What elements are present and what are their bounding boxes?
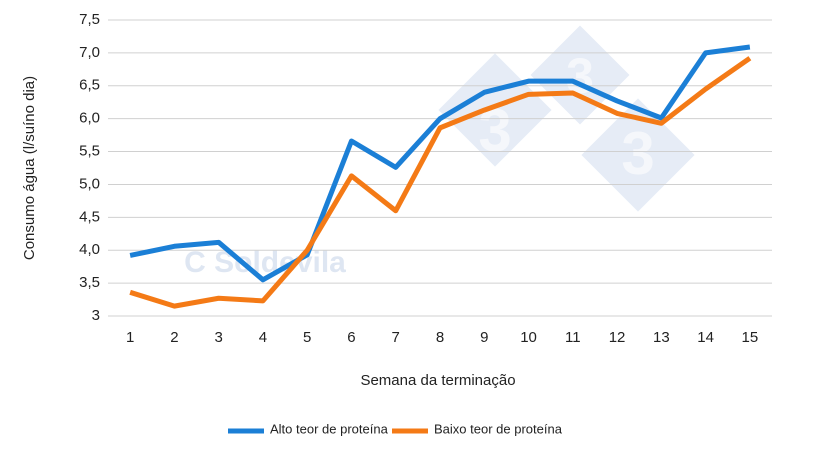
- y-tick-label: 7,0: [79, 44, 100, 61]
- x-tick-label: 7: [392, 329, 400, 346]
- x-tick-label: 6: [347, 329, 355, 346]
- x-tick-label: 3: [214, 329, 222, 346]
- x-tick-label: 14: [697, 329, 714, 346]
- x-tick-label: 2: [170, 329, 178, 346]
- x-tick-label: 4: [259, 329, 267, 346]
- y-axis-title: Consumo água (l/suíno dia): [21, 76, 38, 260]
- series-line: [129, 56, 752, 309]
- y-tick-label: 7,5: [79, 11, 100, 28]
- x-tick-label: 5: [303, 329, 311, 346]
- y-tick-label: 5,5: [79, 143, 100, 160]
- x-tick-label: 12: [609, 329, 626, 346]
- y-tick-label: 6,5: [79, 77, 100, 94]
- logo-text: 3: [621, 120, 654, 187]
- x-tick-label: 10: [520, 329, 537, 346]
- watermark: C Soldevila: [184, 246, 346, 279]
- legend-label: Alto teor de proteína: [270, 421, 389, 436]
- y-tick-label: 6,0: [79, 110, 100, 127]
- y-tick-label: 5,0: [79, 175, 100, 192]
- legend-label: Baixo teor de proteína: [434, 421, 563, 436]
- x-axis-title: Semana da terminação: [360, 372, 515, 389]
- y-tick-label: 4,5: [79, 208, 100, 225]
- y-tick-label: 3,5: [79, 274, 100, 291]
- x-tick-label: 9: [480, 329, 488, 346]
- series-line: [129, 44, 751, 283]
- y-tick-label: 3: [92, 307, 100, 324]
- y-tick-label: 4,0: [79, 241, 100, 258]
- x-tick-label: 11: [565, 329, 581, 346]
- x-tick-label: 8: [436, 329, 444, 346]
- x-tick-label: 13: [653, 329, 670, 346]
- x-tick-label: 15: [742, 329, 759, 346]
- x-tick-label: 1: [126, 329, 134, 346]
